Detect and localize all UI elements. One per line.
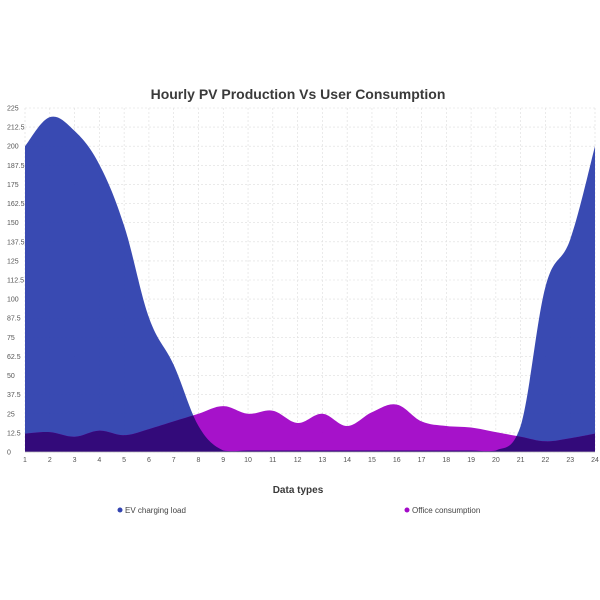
x-tick-label: 17 [418,457,426,464]
x-tick-label: 23 [566,457,574,464]
y-tick-label: 225 [7,106,19,113]
x-tick-label: 5 [122,457,126,464]
x-tick-label: 20 [492,457,500,464]
x-tick-label: 2 [48,457,52,464]
x-tick-label: 7 [172,457,176,464]
x-tick-label: 15 [368,457,376,464]
y-tick-label: 0 [7,450,11,457]
y-tick-label: 112.5 [7,278,24,285]
legend-label-office[interactable]: Office consumption [412,506,480,515]
y-tick-label: 175 [7,182,19,189]
y-tick-label: 87.5 [7,316,21,323]
y-tick-label: 200 [7,144,19,151]
x-tick-label: 10 [244,457,252,464]
x-tick-label: 16 [393,457,401,464]
y-tick-label: 162.5 [7,201,25,208]
x-tick-label: 18 [442,457,450,464]
legend-marker-office [404,507,410,513]
x-tick-label: 11 [269,457,276,464]
x-axis-title: Data types [273,485,324,496]
x-tick-label: 19 [467,457,475,464]
y-tick-label: 212.5 [7,125,25,132]
y-tick-label: 187.5 [7,163,25,170]
x-tick-label: 22 [542,457,550,464]
legend: EV charging load Office consumption [117,506,480,515]
y-tick-label: 100 [7,297,19,304]
x-tick-label: 6 [147,457,151,464]
y-tick-label: 150 [7,220,19,227]
x-tick-label: 24 [591,457,599,464]
area-ev-charging-load[interactable] [25,116,595,452]
x-tick-label: 13 [318,457,326,464]
y-tick-label: 75 [7,335,15,342]
y-tick-label: 125 [7,258,19,265]
legend-marker-ev [117,507,123,513]
chart-title: Hourly PV Production Vs User Consumption [151,86,446,102]
x-tick-label: 9 [221,457,225,464]
y-tick-label: 37.5 [7,392,21,399]
x-tick-label: 8 [197,457,201,464]
y-tick-label: 62.5 [7,354,21,361]
y-tick-label: 137.5 [7,239,25,246]
y-tick-label: 12.5 [7,430,21,437]
y-tick-label: 25 [7,411,15,418]
x-tick-label: 3 [73,457,77,464]
x-tick-label: 4 [97,457,101,464]
area-layer [25,116,595,452]
x-tick-label: 21 [517,457,525,464]
x-tick-label: 1 [23,457,27,464]
x-tick-label: 12 [294,457,302,464]
axis-layer: 012.52537.55062.57587.5100112.5125137.51… [7,106,599,465]
y-tick-label: 50 [7,373,15,380]
legend-label-ev[interactable]: EV charging load [125,506,186,515]
x-tick-label: 14 [343,457,351,464]
